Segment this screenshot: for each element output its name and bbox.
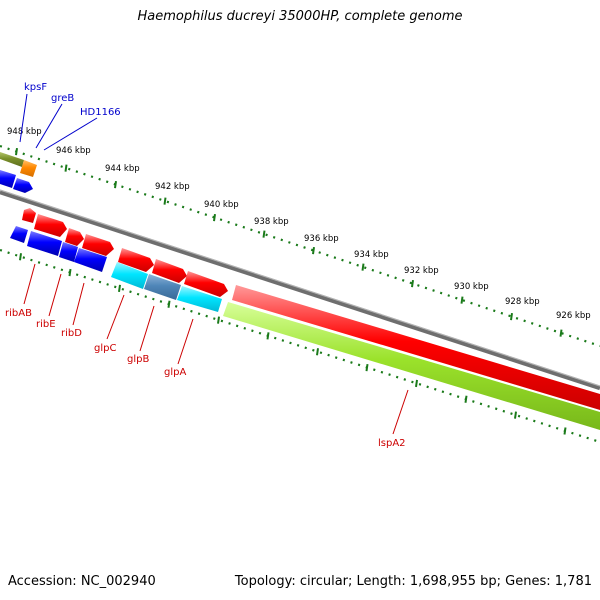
gene-label-kpsF[interactable]: kpsF <box>24 82 47 93</box>
genome-backbone <box>0 189 600 391</box>
scale-tick <box>217 316 220 324</box>
map-title: Haemophilus ducreyi 35000HP, complete ge… <box>137 9 463 24</box>
gene-ribD[interactable] <box>59 242 78 262</box>
gene-red-5[interactable] <box>118 248 154 272</box>
scale-label: 938 kbp <box>254 217 289 227</box>
scale-tick <box>167 300 171 308</box>
scale-label: 946 kbp <box>56 146 91 156</box>
leader-greB <box>35 103 63 149</box>
scale-tick <box>563 427 567 435</box>
leader-glpB <box>139 305 155 352</box>
scale-major-ticks <box>15 148 563 337</box>
gene-label-ribAB[interactable]: ribAB <box>5 308 32 319</box>
forward-strand-genes <box>22 208 600 410</box>
gene-ribAB[interactable] <box>10 226 28 243</box>
scale-tick <box>365 363 369 372</box>
scale-label: 936 kbp <box>304 234 339 244</box>
scale-tick <box>64 164 68 172</box>
gene-ribE[interactable] <box>27 231 62 256</box>
scale-label: 932 kbp <box>404 266 439 276</box>
gene-label-glpA[interactable]: glpA <box>164 367 186 378</box>
gene-label-ribE[interactable]: ribE <box>36 319 56 330</box>
gene-label-glpB[interactable]: glpB <box>127 354 149 365</box>
scale-label: 930 kbp <box>454 282 489 292</box>
leader-ribE <box>48 273 62 317</box>
scale-tick <box>19 253 22 261</box>
gene-label-HD1166[interactable]: HD1166 <box>80 107 121 118</box>
scale-tick <box>213 214 216 222</box>
gene-label-glpC[interactable]: glpC <box>94 343 116 354</box>
gene-lspA2[interactable] <box>223 302 600 430</box>
leader-glpA <box>177 318 194 365</box>
scale-tick <box>266 332 270 340</box>
scale-label: 934 kbp <box>354 250 389 260</box>
genome-summary-text: Topology: circular; Length: 1,698,955 bp… <box>234 574 592 589</box>
scale-tick <box>316 348 319 356</box>
gene-ribAB-upper[interactable] <box>22 208 36 223</box>
gene-reverse-4[interactable] <box>74 248 107 272</box>
gene-label-lspA2[interactable]: lspA2 <box>378 438 406 449</box>
gene-kpsF[interactable] <box>0 152 24 167</box>
gene-greB[interactable] <box>20 160 37 177</box>
top-strand-features <box>0 152 37 193</box>
scale-label: 942 kbp <box>155 182 190 192</box>
scale-label: 948 kbp <box>7 127 42 137</box>
scale-tick <box>559 329 563 337</box>
scale-label: 926 kbp <box>556 311 591 321</box>
scale-tick <box>68 268 72 277</box>
glp-lsp-genes <box>111 262 600 430</box>
scale-tick <box>163 197 167 205</box>
scale-tick <box>312 247 315 255</box>
scale-tick <box>15 148 18 156</box>
gene-HD1166[interactable] <box>13 178 33 193</box>
gene-red-6[interactable] <box>152 259 187 283</box>
scale-tick <box>411 280 414 288</box>
scale-tick <box>514 411 517 419</box>
gene-glpC[interactable] <box>111 262 148 289</box>
scale-tick <box>114 181 117 189</box>
gene-ribD-upper[interactable] <box>65 228 84 246</box>
gene-label-ribD[interactable]: ribD <box>61 328 82 339</box>
scale-inner-track <box>0 248 600 444</box>
gene-labels: kpsF greB HD1166 ribAB ribE ribD glpC gl… <box>5 82 406 449</box>
scale-labels: 948 kbp 946 kbp 944 kbp 942 kbp 940 kbp … <box>7 127 591 321</box>
leader-ribD <box>72 282 85 326</box>
scale-tick <box>415 379 418 388</box>
leader-HD1166 <box>43 117 98 151</box>
scale-inner-ticks <box>19 253 567 435</box>
gene-red-long[interactable] <box>232 285 600 410</box>
scale-tick <box>118 284 121 293</box>
gene-red-7[interactable] <box>184 271 228 297</box>
label-leader-lines <box>19 93 409 435</box>
scale-label: 944 kbp <box>105 164 140 174</box>
scale-tick <box>464 395 468 403</box>
gene-reverse-1[interactable] <box>0 170 16 188</box>
gene-glpB[interactable] <box>144 274 181 300</box>
accession-text: Accession: NC_002940 <box>8 574 156 589</box>
leader-ribAB <box>23 263 36 305</box>
gene-red-4[interactable] <box>82 234 114 256</box>
scale-outer-track <box>0 144 600 348</box>
reverse-strand-genes <box>10 226 107 272</box>
gene-ribE-upper[interactable] <box>34 214 67 237</box>
scale-tick <box>510 313 513 321</box>
leader-kpsF <box>19 93 28 143</box>
scale-label: 928 kbp <box>505 297 540 307</box>
leader-glpC <box>106 294 125 340</box>
scale-tick <box>460 296 464 304</box>
gene-glpA[interactable] <box>177 286 222 312</box>
scale-label: 940 kbp <box>204 200 239 210</box>
gene-label-greB[interactable]: greB <box>51 93 74 104</box>
scale-tick <box>361 263 365 271</box>
scale-tick <box>262 230 266 238</box>
leader-lspA2 <box>392 389 409 435</box>
